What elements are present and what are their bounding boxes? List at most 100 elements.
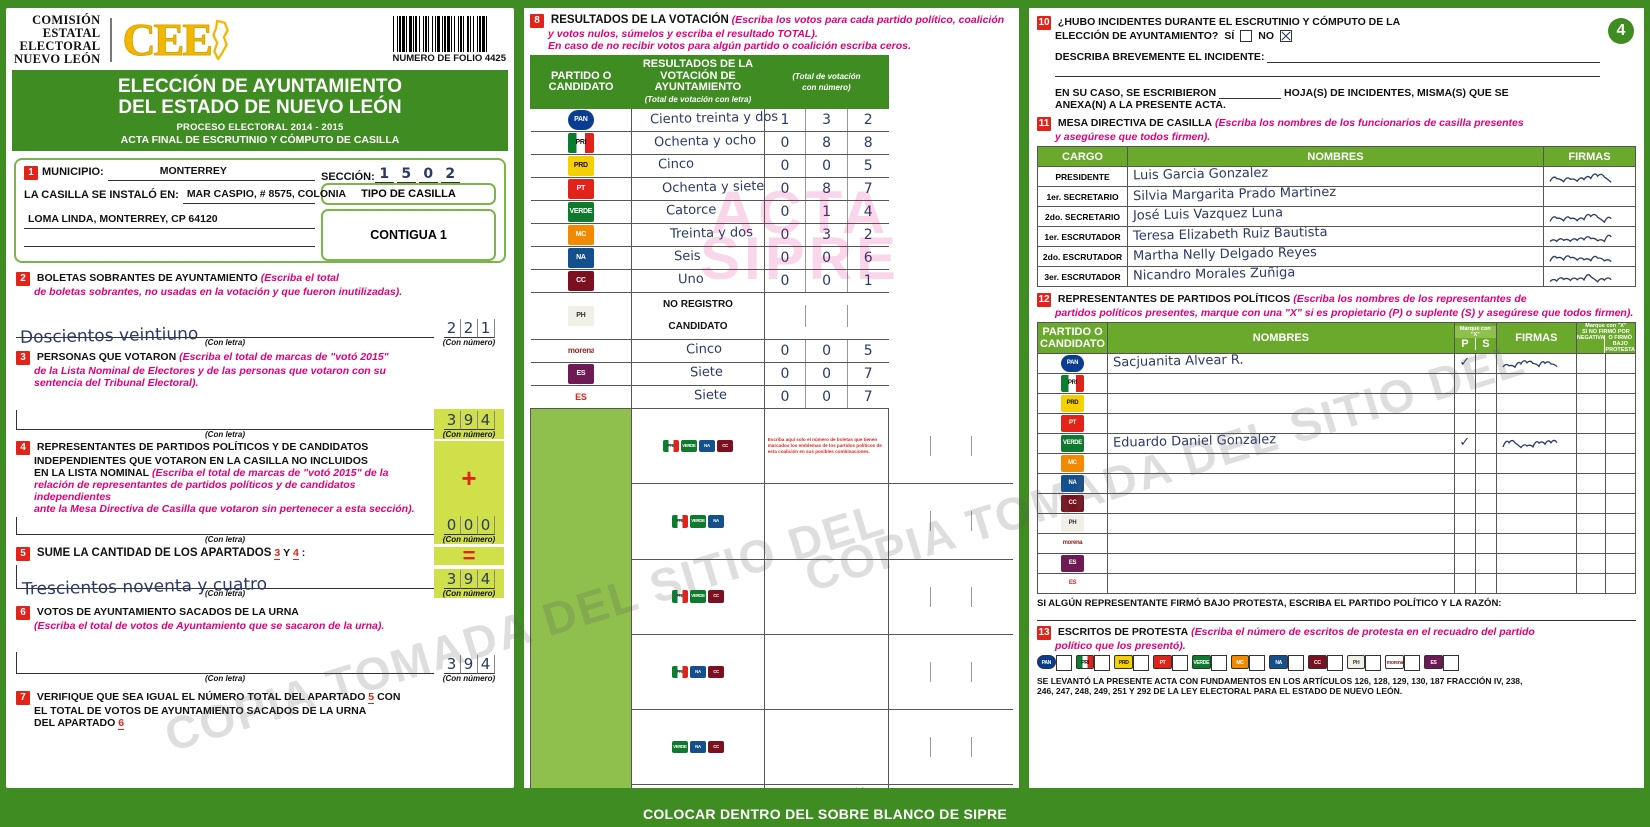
numero-cell[interactable] (888, 709, 1013, 786)
protesta-box-hum[interactable]: PH (1346, 655, 1382, 671)
protesta-cell[interactable] (1575, 493, 1637, 514)
digit-cell[interactable] (806, 305, 848, 327)
digit-cell[interactable] (972, 737, 1013, 757)
digit-cell[interactable] (931, 435, 973, 456)
rep-nombre-cell[interactable] (1106, 573, 1455, 594)
digit-cell[interactable]: 2 (460, 319, 478, 338)
protesta-box-pri[interactable]: PRI (1075, 655, 1111, 671)
numero-cell[interactable]: 001 (888, 784, 1013, 788)
propietario-checkbox[interactable] (1455, 394, 1476, 413)
tipo-casilla-value[interactable]: CONTIGUA 1 (321, 209, 496, 261)
rep-firma-cell[interactable] (1495, 353, 1577, 374)
bajo-protesta-checkbox[interactable] (1606, 514, 1635, 533)
rep-nombre-cell[interactable] (1106, 373, 1455, 394)
letra-cell[interactable]: Uno (631, 269, 765, 293)
rep-firma-cell[interactable] (1495, 473, 1577, 494)
digit-cell[interactable]: 3 (443, 570, 461, 589)
rep-firma-cell[interactable] (1495, 413, 1577, 434)
letra-cell[interactable]: Escriba aquí solo el número de boletas q… (763, 408, 889, 485)
rep-nombre-cell[interactable] (1106, 533, 1455, 554)
bajo-protesta-checkbox[interactable] (1606, 474, 1635, 493)
marque-x-cell[interactable] (1453, 453, 1497, 474)
negativa-checkbox[interactable] (1577, 414, 1607, 433)
protesta-count-input[interactable] (1094, 655, 1111, 671)
digit-cell[interactable]: 0 (443, 516, 461, 535)
suplente-checkbox[interactable] (1476, 354, 1496, 373)
seccion-digit[interactable]: 1 (374, 166, 394, 183)
describa-input[interactable] (1267, 51, 1600, 63)
protesta-count-input[interactable] (1133, 655, 1150, 671)
digit-cell[interactable]: 7 (863, 366, 873, 382)
propietario-checkbox[interactable] (1455, 574, 1476, 593)
suplente-checkbox[interactable] (1476, 494, 1496, 513)
propietario-checkbox[interactable] (1455, 554, 1476, 573)
digit-cell[interactable]: 5 (863, 158, 873, 174)
digit-cell[interactable] (931, 511, 973, 532)
si-checkbox[interactable] (1240, 30, 1253, 42)
rep-nombre-cell[interactable]: Sacjuanita Alvear R. (1106, 353, 1455, 374)
protesta-count-input[interactable] (1365, 655, 1382, 671)
rep-firma-cell[interactable] (1495, 393, 1577, 414)
digit-cell[interactable]: 2 (863, 112, 873, 128)
letra-cell[interactable]: Treinta y dos (631, 223, 765, 247)
digit-cell[interactable]: 0 (765, 340, 807, 362)
rep-firma-cell[interactable] (1495, 553, 1577, 574)
municipio-value[interactable]: MONTERREY (159, 165, 227, 177)
digit-cell[interactable] (972, 662, 1013, 682)
propietario-checkbox[interactable] (1455, 374, 1476, 393)
digit-cell[interactable] (972, 436, 1013, 456)
protesta-box-morena[interactable]: morena (1385, 655, 1421, 671)
digit-cell[interactable]: 1 (765, 109, 807, 131)
digit-cell[interactable]: 4 (477, 570, 495, 589)
propietario-checkbox[interactable] (1455, 534, 1476, 553)
digit-cell[interactable]: 3 (806, 224, 848, 246)
digit-cell[interactable] (848, 305, 889, 327)
letra-cell[interactable]: Cinco (631, 339, 765, 363)
letra-cell[interactable]: Cinco (631, 154, 765, 178)
protesta-count-input[interactable] (1326, 655, 1343, 671)
suplente-checkbox[interactable] (1476, 374, 1496, 393)
digit-cell[interactable]: 9 (460, 570, 478, 589)
rep-firma-cell[interactable] (1495, 433, 1577, 454)
protesta-count-input[interactable] (1210, 655, 1227, 671)
digit-cell[interactable]: 0 (806, 340, 848, 362)
digit-cell[interactable] (972, 587, 1013, 607)
digit-cell[interactable]: 7 (863, 389, 873, 405)
describa-input-line2[interactable] (1055, 73, 1600, 77)
protesta-cell[interactable] (1575, 553, 1637, 574)
digit-cell[interactable]: 0 (765, 363, 807, 385)
rep-firma-cell[interactable] (1495, 493, 1577, 514)
no-checkbox[interactable] (1280, 30, 1293, 42)
firma-cell[interactable] (1543, 226, 1636, 247)
protesta-box-cruzada[interactable]: CC (1308, 655, 1343, 671)
digit-cell[interactable]: 1 (806, 201, 848, 223)
digit-cell[interactable]: 4 (477, 655, 495, 674)
letra-cell[interactable] (763, 483, 889, 560)
numero-cell[interactable] (888, 559, 1013, 635)
suplente-checkbox[interactable] (1476, 414, 1496, 433)
digit-cell[interactable]: 9 (460, 655, 478, 674)
digit-cell[interactable]: 2 (443, 319, 461, 338)
negativa-checkbox[interactable] (1577, 354, 1607, 373)
protesta-cell[interactable] (1575, 573, 1637, 594)
rep-nombre-cell[interactable] (1106, 473, 1455, 494)
digit-cell[interactable]: 0 (806, 155, 848, 177)
digit-cell[interactable]: 0 (765, 201, 807, 223)
propietario-checkbox[interactable] (1455, 474, 1476, 493)
rep-nombre-cell[interactable] (1106, 493, 1455, 514)
marque-x-cell[interactable] (1453, 513, 1497, 534)
letra-cell[interactable] (763, 634, 889, 711)
firma-cell[interactable] (1543, 206, 1636, 227)
digit-cell[interactable]: 0 (806, 247, 848, 269)
nombre-cell[interactable]: Luis Garcia Gonzalez (1127, 166, 1544, 187)
digit-cell[interactable]: 0 (477, 516, 495, 535)
protesta-box-es[interactable]: ES (1424, 655, 1459, 671)
